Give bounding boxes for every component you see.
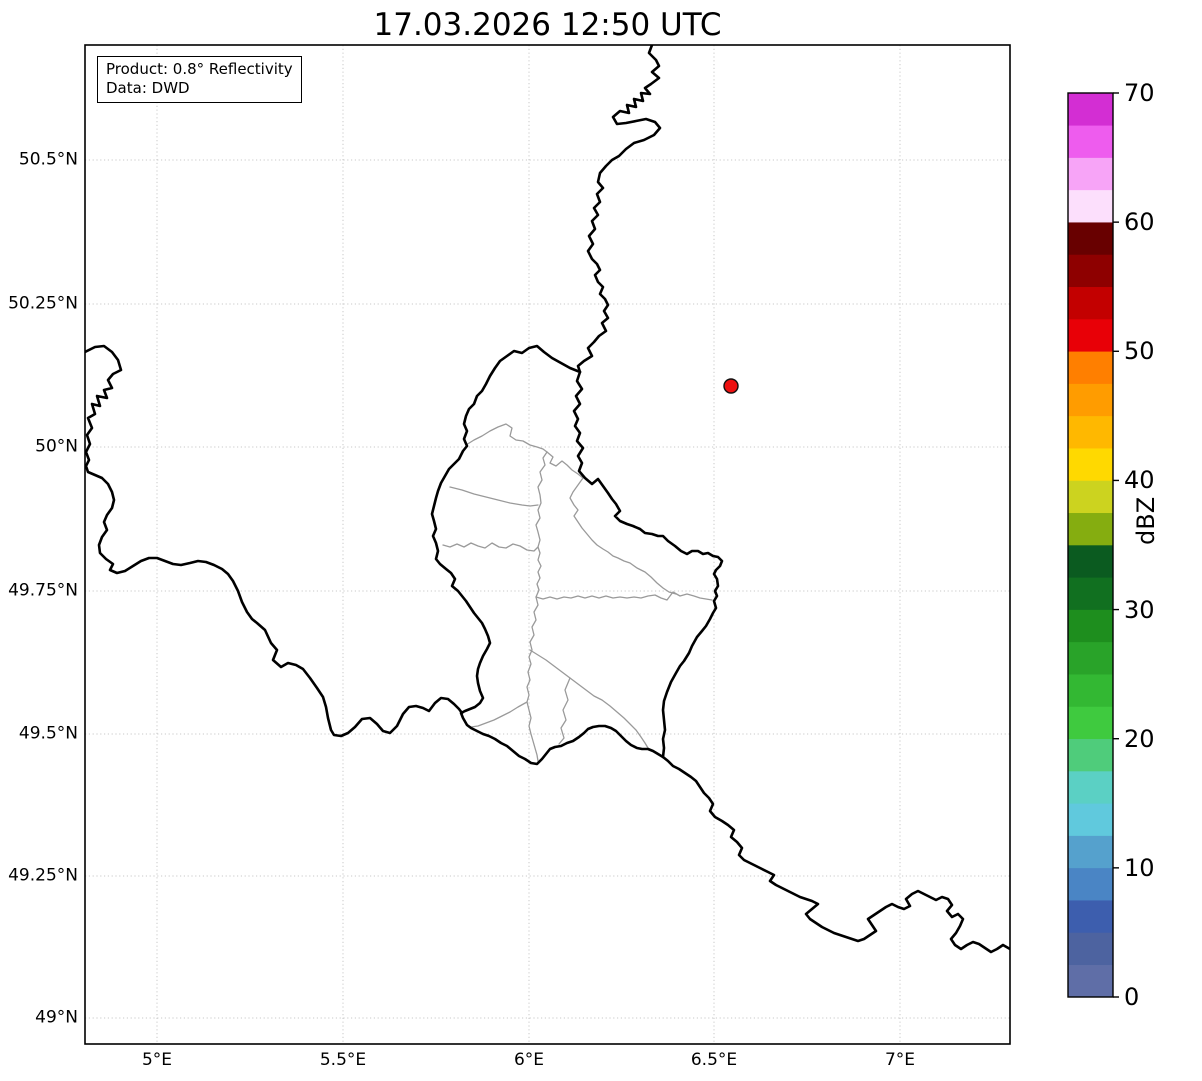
admin-border [442, 542, 539, 552]
colorbar-band [1068, 738, 1113, 772]
admin-border [558, 677, 571, 745]
plot-frame [84, 44, 1011, 1045]
admin-border [529, 649, 649, 749]
colorbar-band [1068, 867, 1113, 901]
lon-tick-label: 7°E [884, 1050, 916, 1070]
admin-border [465, 701, 528, 728]
colorbar-band [1068, 221, 1113, 255]
colorbar-band [1068, 318, 1113, 352]
colorbar-band [1068, 835, 1113, 869]
lon-tick-label: 6.5°E [690, 1050, 738, 1070]
lon-tick-label: 6°E [513, 1050, 545, 1070]
admin-border [569, 477, 677, 595]
colorbar-band [1068, 92, 1113, 126]
product-info-box: Product: 0.8° Reflectivity Data: DWD [97, 56, 302, 103]
lat-tick-label: 49.25°N [8, 865, 78, 886]
lat-tick-label: 50.25°N [8, 293, 78, 314]
admin-border [546, 451, 584, 479]
colorbar-band [1068, 383, 1113, 417]
admin-border [535, 591, 713, 601]
colorbar-tick-label: 30 [1124, 595, 1155, 624]
admin-border [449, 486, 539, 507]
colorbar-band [1068, 512, 1113, 546]
colorbar-band [1068, 124, 1113, 158]
colorbar-band [1068, 157, 1113, 191]
country-border [661, 755, 1010, 954]
colorbar-band [1068, 415, 1113, 449]
lat-tick-label: 50.5°N [18, 149, 78, 170]
country-border [430, 344, 724, 766]
colorbar-band [1068, 609, 1113, 643]
radar-site-marker [723, 378, 739, 394]
admin-border [526, 451, 548, 762]
lon-tick-label: 5.5°E [319, 1050, 367, 1070]
colorbar-band [1068, 673, 1113, 707]
colorbar-band [1068, 189, 1113, 223]
colorbar-band [1068, 932, 1113, 966]
colorbar-band [1068, 899, 1113, 933]
colorbar-tick-label: 50 [1124, 337, 1155, 366]
lat-tick-label: 50°N [35, 436, 78, 457]
country-border [576, 45, 662, 374]
colorbar-band [1068, 964, 1113, 998]
colorbar-tick-label: 10 [1124, 853, 1155, 882]
colorbar-tick-label: 20 [1124, 724, 1155, 753]
colorbar-tick-label: 0 [1124, 983, 1140, 1011]
colorbar-band [1068, 480, 1113, 514]
colorbar-band [1068, 576, 1113, 610]
colorbar-tick-label: 60 [1124, 208, 1155, 237]
colorbar-band [1068, 706, 1113, 740]
lat-tick-label: 49.5°N [18, 723, 78, 744]
lat-tick-label: 49.75°N [8, 580, 78, 601]
grid-lines [85, 45, 1010, 1044]
map-borders [85, 45, 1010, 954]
lon-tick-label: 5°E [141, 1050, 173, 1070]
product-info-line1: Product: 0.8° Reflectivity [106, 60, 293, 78]
colorbar-band [1068, 770, 1113, 804]
colorbar-band [1068, 544, 1113, 578]
country-border [85, 344, 464, 738]
colorbar-tick-label: 40 [1124, 466, 1155, 495]
plot-title: 17.03.2026 12:50 UTC [373, 7, 722, 43]
admin-border [465, 423, 548, 453]
colorbar-tick-label: 70 [1124, 79, 1155, 107]
colorbar-band [1068, 447, 1113, 481]
colorbar-band [1068, 254, 1113, 288]
colorbar-outline [1067, 92, 1114, 998]
lat-tick-label: 49°N [35, 1007, 78, 1028]
colorbar-band [1068, 641, 1113, 675]
colorbar-band [1068, 802, 1113, 836]
colorbar-band [1068, 350, 1113, 384]
product-info-line2: Data: DWD [106, 79, 190, 97]
colorbar-band [1068, 286, 1113, 320]
colorbar [1067, 92, 1119, 998]
